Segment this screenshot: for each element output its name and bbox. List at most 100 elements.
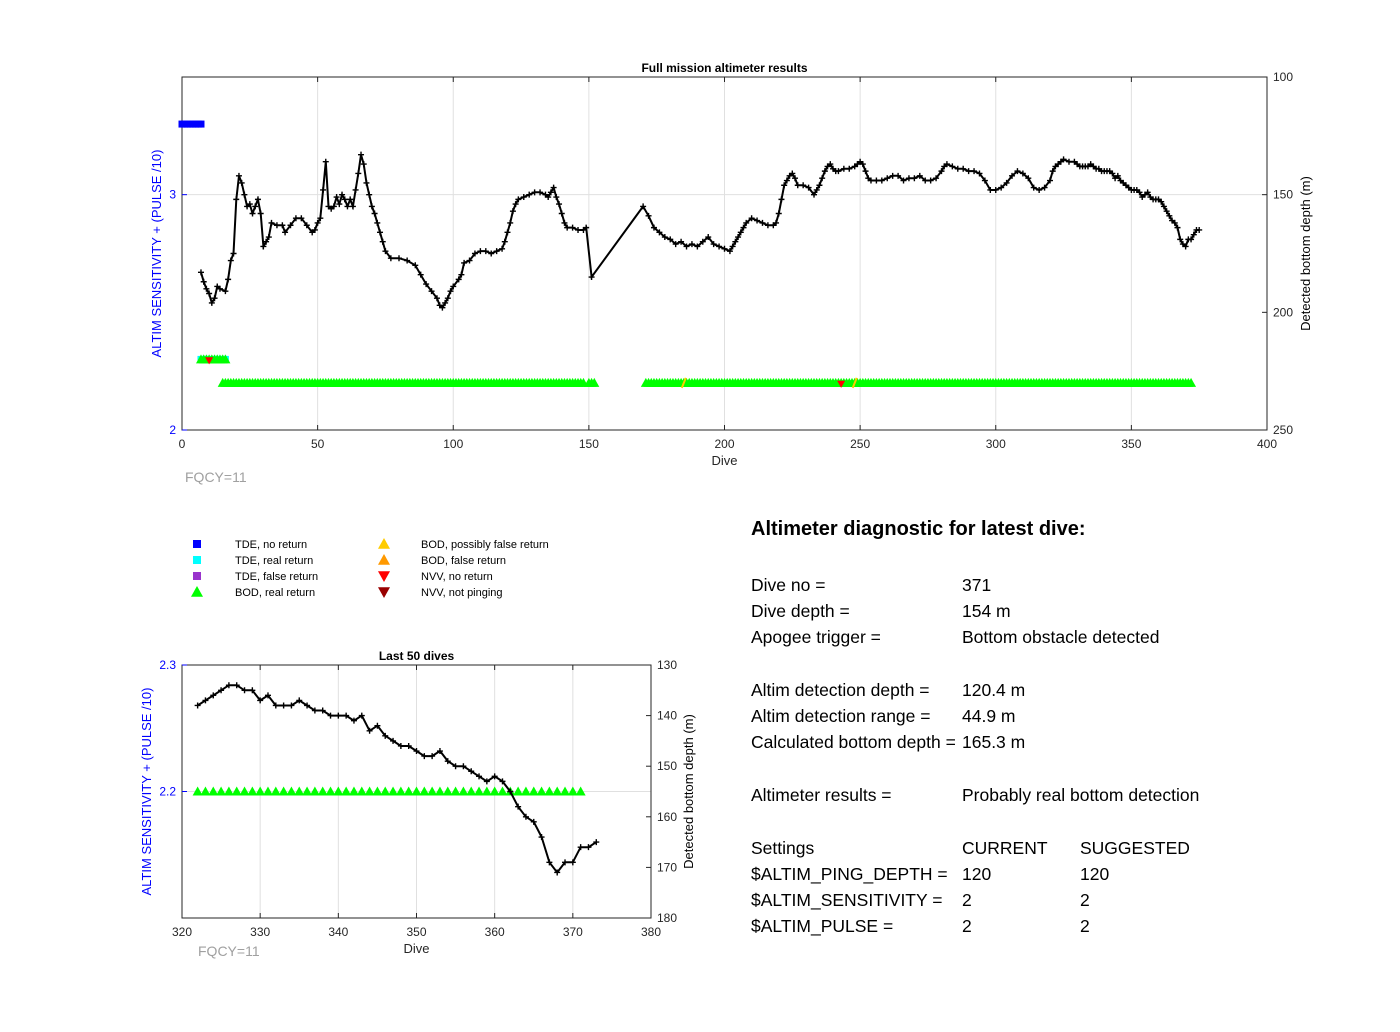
bottom-depth-marker	[461, 259, 468, 266]
bod-real-return-marker	[302, 786, 313, 796]
x-tick-label: 100	[443, 437, 463, 451]
bod-real-return-marker	[388, 786, 399, 796]
legend-marker	[193, 572, 201, 580]
bottom-depth-marker	[593, 839, 600, 846]
bottom-depth-marker	[569, 224, 576, 231]
x-tick-label: 200	[714, 437, 734, 451]
bottom-depth-marker	[292, 215, 299, 222]
bottom-depth-marker	[585, 844, 592, 851]
fqcy-annotation: FQCY=11	[198, 943, 260, 959]
bottom-depth-marker	[208, 299, 215, 306]
bottom-depth-marker	[520, 194, 527, 201]
bottom-depth-marker	[729, 243, 736, 250]
legend: TDE, no return TDE, real return TDE, false…	[191, 538, 549, 599]
bottom-depth-marker	[206, 290, 213, 297]
y-left-tick-label: 3	[169, 188, 176, 202]
bottom-depth-marker	[819, 175, 826, 182]
y-right-axis-label: Detected bottom depth (m)	[681, 714, 696, 869]
bottom-depth-marker	[447, 288, 454, 295]
bottom-depth-marker	[1049, 168, 1056, 175]
bottom-depth-marker	[1177, 236, 1184, 243]
legend-marker	[193, 540, 201, 548]
bod-possibly-false-return-marker	[851, 377, 858, 389]
bottom-depth-marker	[282, 229, 289, 236]
bod-real-return-marker	[372, 786, 383, 796]
bottom-depth-marker	[1003, 179, 1010, 186]
bod-real-return-marker	[262, 786, 273, 796]
diag-label: Apogee trigger =	[751, 627, 881, 647]
bottom-depth-marker	[444, 295, 451, 302]
bottom-depth-marker	[1019, 170, 1026, 177]
bottom-depth-marker	[429, 753, 436, 760]
settings-header-label: Settings	[751, 838, 815, 858]
bottom-depth-marker	[444, 758, 451, 765]
bod-real-return-marker	[309, 786, 320, 796]
bottom-depth-marker	[298, 215, 305, 222]
bod-real-return-marker	[286, 786, 297, 796]
bottom-depth-marker	[482, 248, 489, 255]
bod-real-return-marker	[497, 786, 508, 796]
y-left-tick-label: 2.3	[159, 658, 176, 672]
x-tick-label: 320	[172, 925, 192, 939]
bod-real-return-marker	[589, 377, 600, 387]
nvv-no-return-marker	[837, 380, 846, 388]
bottom-depth-marker	[358, 151, 365, 158]
y-right-tick-label: 140	[657, 709, 677, 723]
y-right-tick-label: 180	[657, 911, 677, 925]
bod-real-return-marker	[411, 786, 422, 796]
bottom-depth-line	[197, 684, 597, 875]
bottom-depth-marker	[537, 189, 544, 196]
bottom-depth-marker	[344, 203, 351, 210]
bod-real-return-marker	[544, 786, 555, 796]
y-right-axis-label: Detected bottom depth (m)	[1298, 176, 1313, 331]
bottom-depth-marker	[336, 201, 343, 208]
y-left-tick-label: 2.2	[159, 785, 176, 799]
bottom-depth-marker	[249, 687, 256, 694]
bottom-depth-marker	[254, 196, 261, 203]
bod-real-return-marker	[560, 786, 571, 796]
x-tick-label: 370	[563, 925, 583, 939]
bottom-depth-marker	[507, 788, 514, 795]
bottom-depth-marker	[840, 165, 847, 172]
bottom-depth-marker	[859, 161, 866, 168]
bottom-depth-marker	[507, 219, 514, 226]
bottom-depth-marker	[805, 184, 812, 191]
bottom-depth-marker	[194, 702, 201, 709]
bottom-depth-marker	[846, 165, 853, 172]
bottom-depth-marker	[319, 707, 326, 714]
x-tick-label: 400	[1257, 437, 1277, 451]
bottom-depth-marker	[499, 778, 506, 785]
legend-label: BOD, real return	[235, 587, 315, 599]
bottom-depth-marker	[257, 697, 264, 704]
bottom-depth-marker	[246, 201, 253, 208]
bottom-depth-marker	[211, 295, 218, 302]
bod-real-return-marker	[325, 786, 336, 796]
bottom-depth-marker	[1158, 198, 1165, 205]
bottom-depth-marker	[466, 257, 473, 264]
bottom-depth-marker	[249, 210, 256, 217]
bottom-depth-marker	[379, 238, 386, 245]
bottom-depth-marker	[895, 172, 902, 179]
bottom-depth-marker	[971, 168, 978, 175]
legend-label: NVV, not pinging	[421, 587, 503, 599]
bottom-depth-marker	[783, 177, 790, 184]
bottom-depth-marker	[501, 238, 508, 245]
x-tick-label: 380	[641, 925, 661, 939]
bottom-depth-marker	[740, 224, 747, 231]
diag-label: Altimeter results =	[751, 785, 892, 805]
bottom-depth-marker	[230, 250, 237, 257]
bottom-depth-marker	[862, 168, 869, 175]
diag-label: Calculated bottom depth =	[751, 732, 956, 752]
bottom-depth-marker	[477, 248, 484, 255]
bottom-depth-marker	[225, 276, 232, 283]
bottom-depth-marker	[216, 285, 223, 292]
bottom-depth-marker	[640, 203, 647, 210]
bod-real-return-marker	[223, 786, 234, 796]
bottom-depth-marker	[314, 219, 321, 226]
bottom-depth-marker	[561, 219, 568, 226]
bottom-depth-marker	[1060, 156, 1067, 163]
bottom-depth-marker	[197, 269, 204, 276]
bod-real-return-marker	[239, 786, 250, 796]
bottom-depth-marker	[922, 177, 929, 184]
bottom-depth-marker	[992, 186, 999, 193]
